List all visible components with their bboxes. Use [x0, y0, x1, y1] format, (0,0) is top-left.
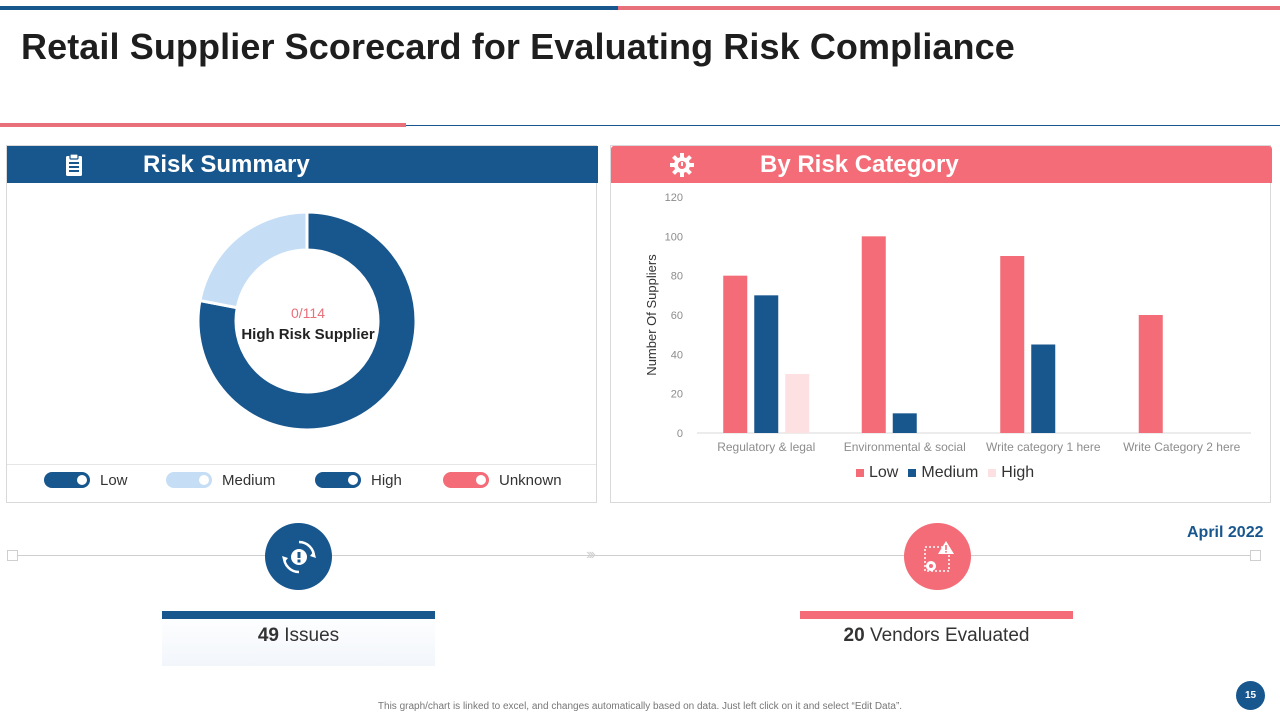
- y-tick-label: 40: [671, 349, 683, 361]
- y-tick-label: 20: [671, 389, 683, 401]
- gear-icon: [670, 153, 694, 177]
- vendors-count: 20: [843, 625, 865, 646]
- bar-legend-high-swatch: [988, 469, 997, 477]
- y-tick-label: 0: [677, 428, 683, 440]
- bar-low: [861, 236, 886, 433]
- bar-medium: [892, 413, 917, 433]
- legend-medium[interactable]: Medium: [166, 471, 275, 489]
- legend-unknown-label: Unknown: [499, 471, 562, 489]
- y-tick-label: 120: [665, 192, 683, 204]
- issues-count: 49: [257, 625, 279, 646]
- risk-category-header: By Risk Category: [611, 146, 1272, 183]
- bar-legend-high: High: [988, 464, 1034, 482]
- top-accent-blue: [0, 6, 618, 10]
- x-tick-label: Write category 1 here: [986, 440, 1101, 454]
- bar-chart-legend: Low Medium High: [856, 464, 1034, 482]
- risk-summary-legend: Low Medium High Unknown: [7, 464, 596, 496]
- vendors-circle: [904, 523, 971, 590]
- title-underline-blue: [406, 125, 1280, 126]
- legend-high[interactable]: High: [315, 471, 402, 489]
- risk-category-panel: By Risk Category: [610, 145, 1272, 503]
- title-underline-pink: [0, 123, 406, 127]
- risk-donut-chart: [196, 210, 418, 432]
- bar-legend-low-label: Low: [869, 464, 899, 481]
- top-accent-bar: [0, 6, 1280, 10]
- bar-legend-medium: Medium: [908, 464, 978, 482]
- issues-stat-text: 49 Issues: [162, 625, 435, 647]
- legend-low[interactable]: Low: [44, 471, 128, 489]
- page-number: 15: [1236, 681, 1265, 710]
- bar-legend-medium-swatch: [908, 469, 917, 477]
- bar-legend-high-label: High: [1001, 464, 1035, 481]
- timeline-line: [14, 555, 1256, 556]
- clipboard-icon: [66, 153, 82, 176]
- issues-stat-bar: [162, 611, 435, 619]
- donut-center: 0/114 High Risk Supplier: [208, 305, 408, 343]
- bar-low: [723, 275, 748, 433]
- vendors-label: Vendors Evaluated: [869, 625, 1030, 646]
- bar-legend-low: Low: [856, 464, 898, 482]
- report-date: April 2022: [1187, 524, 1264, 541]
- legend-high-toggle[interactable]: [315, 472, 361, 488]
- issues-stat: 49 Issues: [162, 611, 435, 666]
- gear-alert-icon: [281, 540, 316, 573]
- risk-category-bar-chart: 0 20 40 60 80 100 120 Number Of Suppliers Regula…: [644, 192, 1251, 454]
- vendors-stat: 20 Vendors Evaluated: [800, 611, 1073, 666]
- x-tick-label: Environmental & social: [844, 440, 966, 454]
- issues-circle: [265, 523, 332, 590]
- timeline-end-marker: [1250, 550, 1261, 561]
- legend-high-label: High: [371, 471, 402, 489]
- donut-segment-high: [196, 210, 418, 432]
- bar-medium: [754, 295, 779, 433]
- issues-label: Issues: [284, 625, 340, 646]
- vendors-stat-text: 20 Vendors Evaluated: [800, 625, 1073, 647]
- timeline-start-marker: [7, 550, 18, 561]
- bar-legend-medium-label: Medium: [921, 464, 979, 481]
- x-tick-label: Regulatory & legal: [717, 440, 815, 454]
- vendors-stat-bar: [800, 611, 1073, 619]
- chevron-arrows-icon: ›››: [586, 546, 596, 563]
- donut-segment-medium: [198, 210, 309, 310]
- legend-unknown[interactable]: Unknown: [443, 471, 562, 489]
- legend-medium-label: Medium: [222, 471, 276, 489]
- high-risk-count: 0/114: [291, 305, 325, 321]
- x-tick-label: Write Category 2 here: [1123, 440, 1240, 454]
- bar-low: [1000, 256, 1025, 433]
- legend-low-label: Low: [100, 471, 128, 489]
- footer-note: This graph/chart is linked to excel, and…: [377, 701, 903, 712]
- bar-medium: [1031, 344, 1056, 433]
- page-title: Retail Supplier Scorecard for Evaluating…: [21, 26, 1015, 67]
- top-accent-pink: [618, 6, 1280, 10]
- y-tick-label: 80: [671, 271, 683, 283]
- bar-low: [1138, 315, 1163, 433]
- y-tick-label: 60: [671, 310, 683, 322]
- y-tick-label: 100: [665, 231, 683, 243]
- bar-high: [785, 374, 810, 433]
- y-axis-label: Number Of Suppliers: [644, 254, 659, 376]
- risk-summary-title: Risk Summary: [143, 150, 310, 178]
- bar-legend-low-swatch: [856, 469, 864, 477]
- high-risk-label: High Risk Supplier: [241, 326, 375, 343]
- legend-low-toggle[interactable]: [44, 472, 90, 488]
- risk-category-title: By Risk Category: [760, 150, 959, 178]
- legend-medium-toggle[interactable]: [166, 472, 212, 488]
- warning-gear-icon: [923, 540, 954, 572]
- risk-summary-header: Risk Summary: [7, 146, 598, 183]
- risk-summary-panel: Risk Summary: [6, 145, 598, 503]
- legend-unknown-toggle[interactable]: [443, 472, 489, 488]
